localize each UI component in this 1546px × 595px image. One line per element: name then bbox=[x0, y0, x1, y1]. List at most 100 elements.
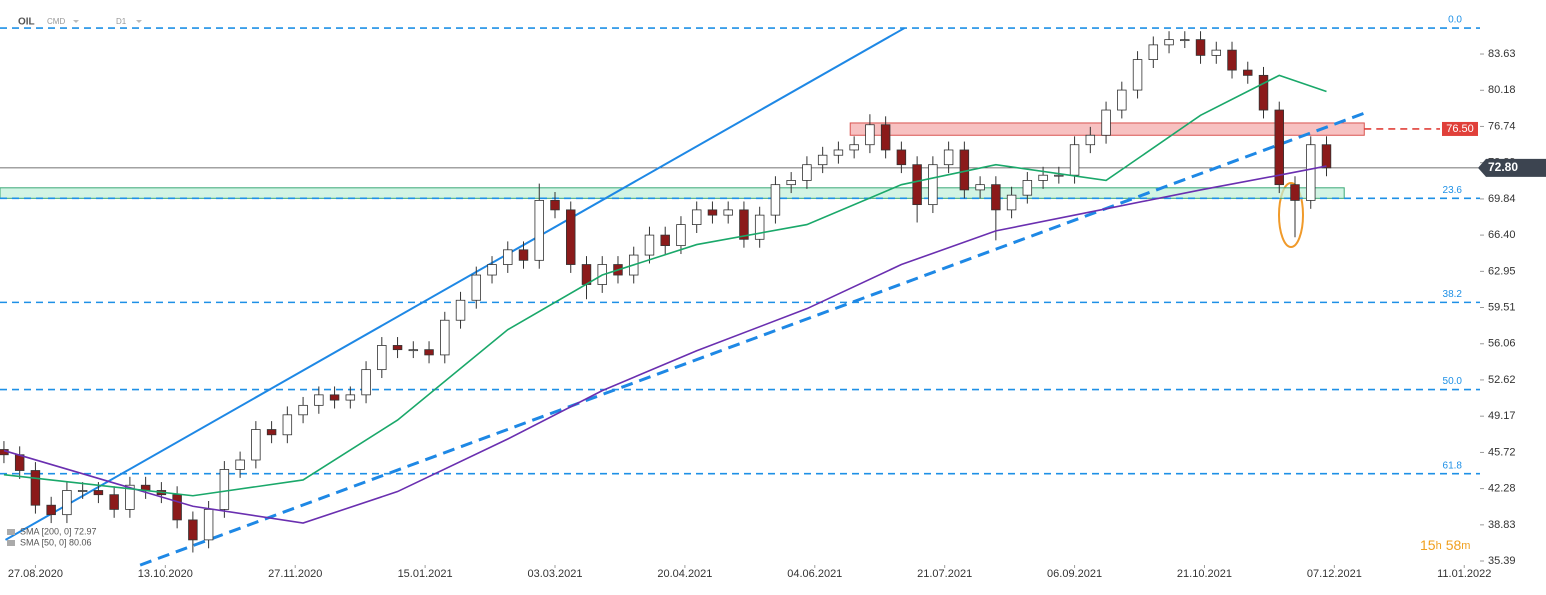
x-tick-label: 06.09.2021 bbox=[1047, 568, 1102, 580]
candle-body bbox=[329, 394, 340, 401]
candle-body bbox=[125, 484, 135, 510]
y-tick-label: 38.83 bbox=[1488, 519, 1516, 531]
candle-body bbox=[928, 164, 938, 206]
candle-body bbox=[1054, 174, 1064, 177]
candle-body bbox=[235, 459, 245, 470]
resistance-label-box bbox=[1442, 121, 1478, 136]
sma-line bbox=[3, 74, 1327, 497]
candle-body bbox=[912, 164, 922, 206]
candle-body bbox=[1227, 49, 1237, 71]
candle-body bbox=[534, 200, 544, 261]
candle-body bbox=[802, 164, 812, 181]
dropdown-icon[interactable] bbox=[73, 20, 79, 23]
x-tick-label: 15.01.2021 bbox=[398, 568, 453, 580]
candle-body bbox=[377, 345, 387, 371]
candle-body bbox=[62, 490, 72, 516]
resistance-label: 76.50 bbox=[1446, 123, 1474, 135]
fib-label: 50.0 bbox=[1443, 376, 1463, 387]
x-tick-label: 20.04.2021 bbox=[657, 568, 712, 580]
candle-body bbox=[1321, 144, 1332, 169]
candle-body bbox=[424, 349, 434, 356]
candle-body bbox=[770, 184, 781, 216]
candle-body bbox=[880, 124, 891, 151]
candle-body bbox=[550, 200, 560, 211]
candle-body bbox=[251, 429, 261, 461]
candle-body bbox=[943, 149, 954, 166]
candle-body bbox=[691, 209, 702, 225]
y-tick-label: 66.40 bbox=[1488, 229, 1516, 241]
candle-body bbox=[707, 209, 718, 216]
candle-body bbox=[392, 345, 403, 351]
last-price-tag: 72.80 bbox=[1478, 158, 1546, 177]
x-tick-label: 07.12.2021 bbox=[1307, 568, 1362, 580]
trendline bbox=[139, 111, 1365, 567]
candle-body bbox=[1274, 109, 1284, 186]
candle-body bbox=[1243, 69, 1253, 76]
timer: 15h 58m bbox=[1420, 537, 1470, 553]
candle-body bbox=[14, 454, 25, 471]
candle-body bbox=[471, 274, 482, 301]
candle-body bbox=[1069, 144, 1080, 176]
legend-entry: SMA [50, 0] 80.06 bbox=[20, 537, 92, 547]
candle-body bbox=[1022, 180, 1033, 196]
dropdown-icon[interactable] bbox=[136, 20, 142, 23]
candle-body bbox=[298, 404, 308, 416]
x-tick-label: 11.01.2022 bbox=[1437, 568, 1491, 580]
zone bbox=[0, 187, 1345, 199]
y-tick-label: 62.95 bbox=[1488, 265, 1516, 277]
candle-body bbox=[660, 234, 670, 247]
candle-body bbox=[487, 264, 497, 276]
candle-body bbox=[77, 490, 88, 492]
candle-body bbox=[739, 209, 749, 240]
candle-body bbox=[266, 429, 277, 436]
candle-body bbox=[754, 214, 765, 240]
candle-body bbox=[30, 470, 41, 506]
y-tick-label: 80.18 bbox=[1488, 84, 1516, 96]
candle-body bbox=[676, 224, 686, 247]
candle-body bbox=[566, 209, 576, 265]
x-tick-label: 03.03.2021 bbox=[527, 568, 582, 580]
candle-body bbox=[1180, 39, 1190, 42]
symbol[interactable]: OIL bbox=[18, 17, 35, 28]
candle-body bbox=[314, 394, 324, 406]
trendline bbox=[5, 27, 906, 541]
last-price-box bbox=[1478, 158, 1546, 177]
candle-body bbox=[172, 494, 182, 521]
candle-body bbox=[723, 209, 733, 216]
candle-body bbox=[1132, 59, 1143, 91]
sma-line bbox=[3, 165, 1327, 524]
x-tick-label: 27.11.2020 bbox=[268, 568, 322, 580]
interval[interactable]: D1 bbox=[116, 17, 127, 26]
candle-body bbox=[93, 490, 104, 496]
candle-body bbox=[1006, 194, 1017, 211]
highlight-ellipse bbox=[1278, 182, 1304, 248]
candle-body bbox=[219, 469, 230, 510]
legend-icon bbox=[7, 540, 15, 546]
candle-body bbox=[518, 249, 529, 261]
x-tick-label: 27.08.2020 bbox=[8, 568, 63, 580]
candle-body bbox=[786, 180, 796, 186]
y-tick-label: 76.74 bbox=[1488, 120, 1516, 132]
candle-body bbox=[991, 184, 1001, 211]
y-tick-label: 42.28 bbox=[1488, 483, 1516, 495]
candle-body bbox=[865, 124, 875, 146]
candle-body bbox=[1117, 89, 1127, 111]
y-tick-label: 49.17 bbox=[1488, 410, 1516, 422]
candle-body bbox=[1195, 39, 1206, 56]
candle-body bbox=[440, 319, 450, 356]
candle-body bbox=[345, 394, 356, 401]
y-tick-label: 59.51 bbox=[1488, 301, 1516, 313]
legend-icon bbox=[7, 529, 15, 535]
candle-body bbox=[849, 144, 859, 151]
candle-body bbox=[896, 149, 907, 166]
candle-body bbox=[188, 519, 198, 541]
candle-body bbox=[1258, 74, 1269, 111]
x-tick-label: 21.10.2021 bbox=[1177, 568, 1232, 580]
candle-body bbox=[1306, 144, 1316, 201]
candle-body bbox=[975, 184, 985, 191]
candle-body bbox=[1101, 109, 1111, 136]
candle-body bbox=[833, 149, 844, 156]
market: CMD bbox=[47, 17, 65, 26]
candle-body bbox=[1211, 49, 1222, 56]
